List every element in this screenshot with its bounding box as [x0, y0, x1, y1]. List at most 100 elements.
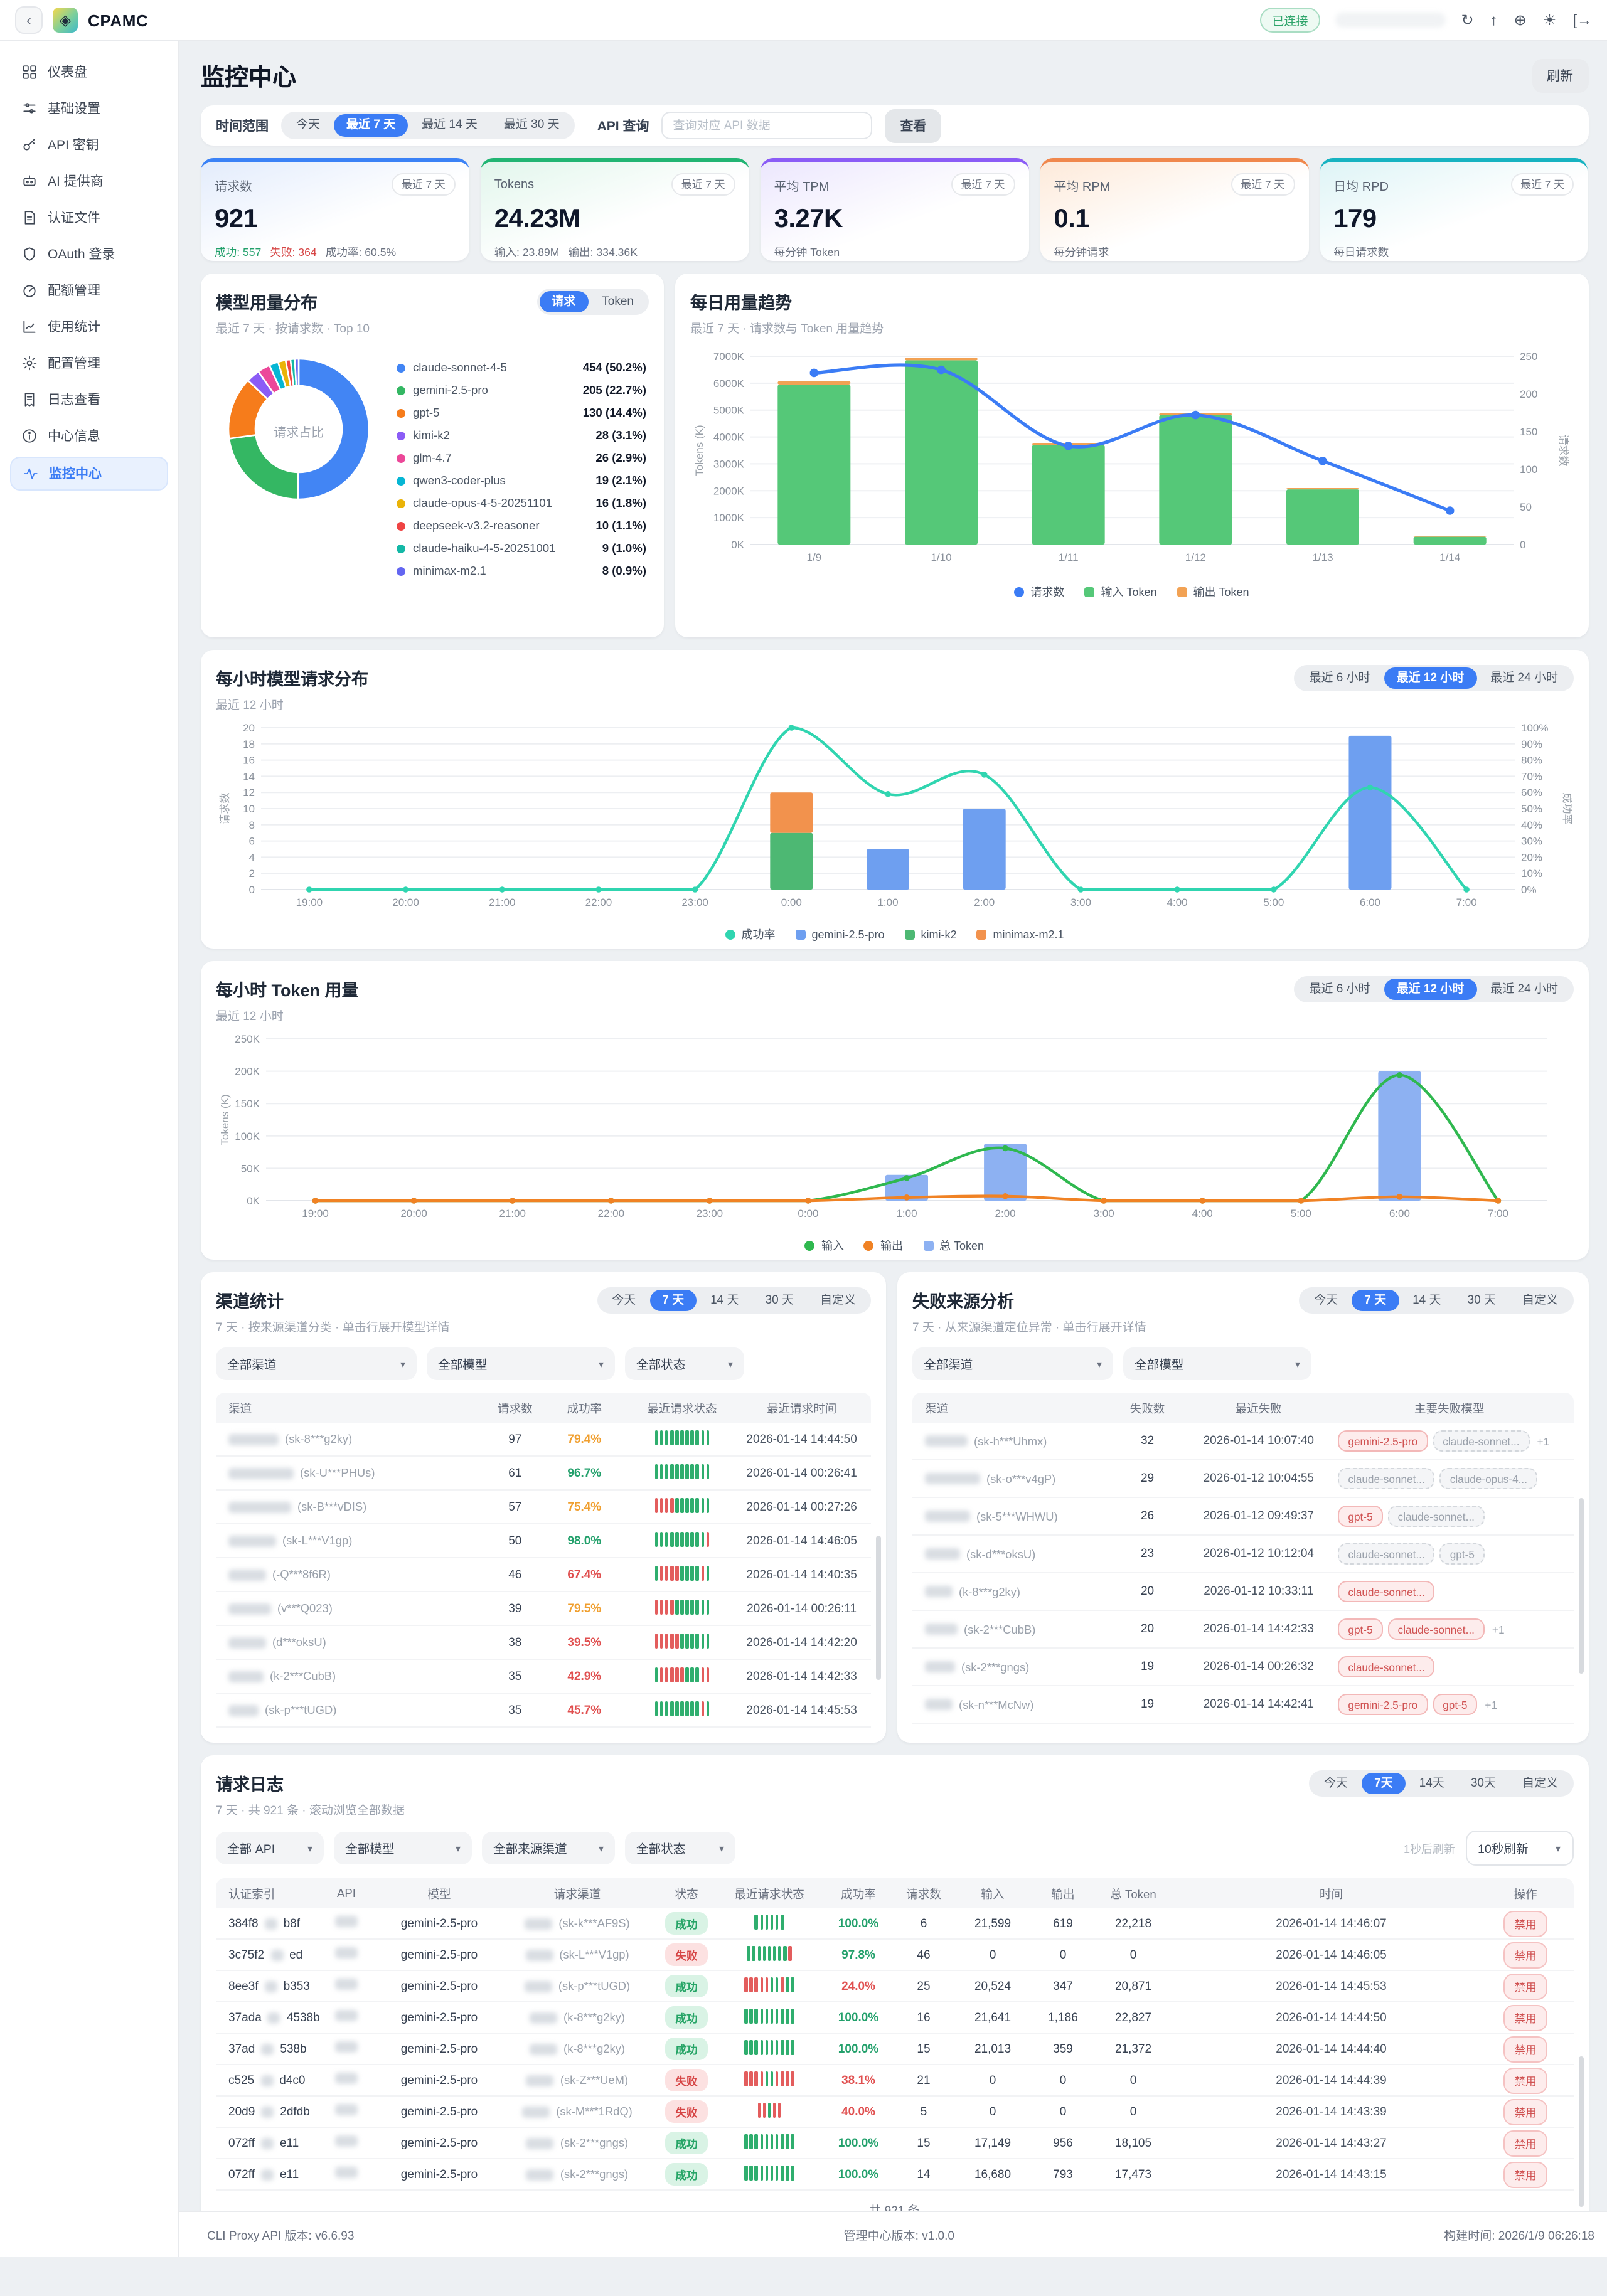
chan-range-0[interactable]: 今天 [599, 1290, 648, 1312]
failure-row[interactable]: (sk-o***v4gP) 29 2026-01-12 10:04:55 claude… [912, 1460, 1573, 1498]
filter-select-0[interactable]: 全部 API ▾ [216, 1832, 324, 1864]
sidebar-item-dashboard[interactable]: 仪表盘 [10, 56, 168, 88]
channel-row[interactable]: (sk-8***g2ky) 97 79.4% 2026-01-14 14:44:50 [216, 1423, 871, 1457]
disable-button[interactable]: 禁用 [1503, 2130, 1548, 2156]
page-refresh-button[interactable]: 刷新 [1532, 59, 1588, 93]
htok-range-0[interactable]: 最近 6 小时 [1296, 979, 1382, 1001]
failure-row[interactable]: (sk-d***oksU) 23 2026-01-12 10:12:04 claude… [912, 1536, 1573, 1573]
dist-toggle-1[interactable]: Token [589, 291, 646, 313]
filter-select-1[interactable]: 全部模型 ▾ [334, 1832, 472, 1864]
disable-button[interactable]: 禁用 [1503, 1973, 1548, 1999]
log-row[interactable]: 3c75f2 ed gemini-2.5-pro (sk-L***V1gp) 失败 97.… [216, 1940, 1573, 1971]
log-row[interactable]: 384f8 b8f gemini-2.5-pro (sk-k***AF9S) 成功 100… [216, 1908, 1573, 1940]
logout-icon[interactable]: [→ [1572, 11, 1592, 29]
sidebar-item-config[interactable]: 配置管理 [10, 348, 168, 379]
channel-row[interactable]: (-Q***8f6R) 46 67.4% 2026-01-14 14:40:35 [216, 1558, 871, 1592]
sidebar-item-monitoring[interactable]: 监控中心 [10, 457, 168, 491]
log-range-0[interactable]: 今天 [1311, 1773, 1360, 1795]
channel-row[interactable]: (v***Q023) 39 79.5% 2026-01-14 00:26:11 [216, 1592, 871, 1626]
sidebar-item-ai-providers[interactable]: AI 提供商 [10, 166, 168, 197]
time-range-2[interactable]: 最近 14 天 [409, 115, 490, 137]
sidebar-item-auth-files[interactable]: 认证文件 [10, 202, 168, 233]
filter-select-3[interactable]: 全部状态 ▾ [625, 1832, 735, 1864]
time-range-3[interactable]: 最近 30 天 [491, 115, 572, 137]
sidebar-item-logs[interactable]: 日志查看 [10, 384, 168, 415]
sidebar-item-basic-settings[interactable]: 基础设置 [10, 93, 168, 124]
sidebar-item-quota[interactable]: 配额管理 [10, 275, 168, 306]
channel-row[interactable]: (sk-L***V1gp) 50 98.0% 2026-01-14 14:46:05 [216, 1524, 871, 1558]
fail-range-4[interactable]: 自定义 [1510, 1290, 1571, 1312]
log-range-3[interactable]: 30天 [1458, 1773, 1508, 1795]
legend-marker [904, 929, 915, 939]
failure-row[interactable]: (sk-2***gngs) 19 2026-01-14 00:26:32 claude… [912, 1649, 1573, 1686]
sidebar-item-oauth-login[interactable]: OAuth 登录 [10, 238, 168, 270]
log-scrollbar[interactable] [1578, 2056, 1583, 2207]
failure-row[interactable]: (sk-2***CubB) 20 2026-01-14 14:42:33 gpt-5 c… [912, 1611, 1573, 1649]
disable-button[interactable]: 禁用 [1503, 2067, 1548, 2093]
failure-row[interactable]: (sk-h***Uhmx) 32 2026-01-14 10:07:40 gemini… [912, 1423, 1573, 1460]
hreq-range-2[interactable]: 最近 24 小时 [1478, 667, 1571, 689]
disable-button[interactable]: 禁用 [1503, 1910, 1548, 1937]
api-view-button[interactable]: 查看 [885, 109, 942, 142]
time-range-1[interactable]: 最近 7 天 [334, 114, 408, 137]
chan-range-1[interactable]: 7 天 [649, 1290, 697, 1312]
log-row[interactable]: 8ee3f b353 gemini-2.5-pro (sk-p***tUGD) 成功 24… [216, 1971, 1573, 2002]
failure-row[interactable]: (k-8***g2ky) 20 2026-01-12 10:33:11 claude-… [912, 1573, 1573, 1611]
filter-select-2[interactable]: 全部状态 ▾ [625, 1347, 744, 1380]
log-range-4[interactable]: 自定义 [1510, 1773, 1571, 1795]
log-row[interactable]: 072ff e11 gemini-2.5-pro (sk-2***gngs) 成功 100… [216, 2128, 1573, 2159]
log-row[interactable]: 37ad 538b gemini-2.5-pro (k-8***g2ky) 成功 100.… [216, 2034, 1573, 2065]
channel-row[interactable]: (sk-p***tUGD) 35 45.7% 2026-01-14 14:45:53 [216, 1694, 871, 1728]
channel-scrollbar[interactable] [876, 1536, 881, 1680]
log-row[interactable]: 20d9 2dfdb gemini-2.5-pro (sk-M***1RdQ) 失败 40… [216, 2097, 1573, 2128]
fail-range-3[interactable]: 30 天 [1455, 1290, 1508, 1312]
log-row[interactable]: 37ada 4538b gemini-2.5-pro (k-8***g2ky) 成功 10… [216, 2002, 1573, 2034]
sidebar-item-api-keys[interactable]: API 密钥 [10, 129, 168, 161]
htok-range-1[interactable]: 最近 12 小时 [1384, 979, 1477, 1001]
log-range-2[interactable]: 14天 [1407, 1773, 1457, 1795]
fail-range-1[interactable]: 7 天 [1352, 1290, 1399, 1312]
disable-button[interactable]: 禁用 [1503, 2098, 1548, 2125]
upload-icon[interactable]: ↑ [1490, 11, 1498, 29]
disable-button[interactable]: 禁用 [1503, 2161, 1548, 2187]
chan-range-3[interactable]: 30 天 [753, 1290, 806, 1312]
filter-select-0[interactable]: 全部渠道 ▾ [216, 1347, 417, 1380]
channel-row[interactable]: (sk-B***vDIS) 57 75.4% 2026-01-14 00:27:26 [216, 1491, 871, 1524]
channel-row[interactable]: (sk-U***PHUs) 61 96.7% 2026-01-14 00:26:41 [216, 1457, 871, 1491]
htok-range-2[interactable]: 最近 24 小时 [1478, 979, 1571, 1001]
stat-card-value: 24.23M [494, 205, 580, 233]
fail-range-0[interactable]: 今天 [1301, 1290, 1350, 1312]
globe-icon[interactable]: ⊕ [1514, 11, 1527, 29]
sidebar-item-usage-stats[interactable]: 使用统计 [10, 311, 168, 343]
failure-scrollbar[interactable] [1578, 1498, 1583, 1674]
filter-select-1[interactable]: 全部模型 ▾ [427, 1347, 615, 1380]
disable-button[interactable]: 禁用 [1503, 2036, 1548, 2062]
failure-row[interactable]: (sk-5***WHWU) 26 2026-01-12 09:49:37 gpt-5 c… [912, 1498, 1573, 1536]
channel-stats-title: 渠道统计 [216, 1292, 284, 1311]
refresh-icon[interactable]: ↻ [1461, 11, 1474, 29]
log-row[interactable]: c525 d4c0 gemini-2.5-pro (sk-Z***UeM) 失败 38.1… [216, 2065, 1573, 2097]
disable-button[interactable]: 禁用 [1503, 2004, 1548, 2031]
filter-select-0[interactable]: 全部渠道 ▾ [912, 1347, 1113, 1380]
log-range-1[interactable]: 7天 [1362, 1773, 1406, 1795]
sidebar-collapse-button[interactable]: ‹ [15, 6, 43, 34]
filter-select-1[interactable]: 全部模型 ▾ [1123, 1347, 1311, 1380]
time-range-0[interactable]: 今天 [284, 115, 333, 137]
sidebar-item-center-info[interactable]: 中心信息 [10, 420, 168, 452]
theme-icon[interactable]: ☀ [1542, 11, 1557, 29]
channel-row[interactable]: (k-2***CubB) 35 42.9% 2026-01-14 14:42:33 [216, 1660, 871, 1694]
refresh-interval-select[interactable]: 10秒刷新 ▾ [1465, 1831, 1573, 1866]
log-row[interactable]: 072ff e11 gemini-2.5-pro (sk-2***gngs) 成功 100… [216, 2159, 1573, 2191]
legend-item: 总 Token [923, 1237, 984, 1253]
disable-button[interactable]: 禁用 [1503, 1942, 1548, 1968]
dist-toggle-0[interactable]: 请求 [539, 291, 589, 313]
filter-select-2[interactable]: 全部来源渠道 ▾ [482, 1832, 615, 1864]
chan-range-4[interactable]: 自定义 [808, 1290, 868, 1312]
hreq-range-0[interactable]: 最近 6 小时 [1296, 667, 1382, 689]
chan-range-2[interactable]: 14 天 [698, 1290, 751, 1312]
fail-range-2[interactable]: 14 天 [1400, 1290, 1453, 1312]
channel-row[interactable]: (d***oksU) 38 39.5% 2026-01-14 14:42:20 [216, 1626, 871, 1660]
api-query-input[interactable] [661, 112, 873, 139]
failure-row[interactable]: (sk-n***McNw) 19 2026-01-14 14:42:41 gemini… [912, 1686, 1573, 1724]
hreq-range-1[interactable]: 最近 12 小时 [1384, 667, 1477, 689]
